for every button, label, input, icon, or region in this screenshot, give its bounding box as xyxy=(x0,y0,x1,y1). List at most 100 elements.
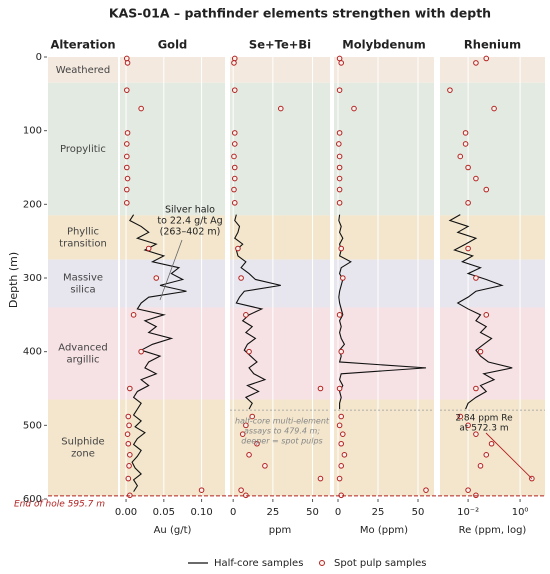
spot-pulp-point xyxy=(465,200,471,206)
zone-label: Weathered xyxy=(56,65,110,76)
spot-pulp-point xyxy=(239,431,246,437)
spot-pulp-point xyxy=(231,200,238,206)
spot-pulp-point xyxy=(338,463,345,469)
zone-band xyxy=(334,57,434,83)
spot-pulp-point xyxy=(336,87,343,93)
spot-pulp-point xyxy=(336,475,343,482)
spot-pulp-point xyxy=(125,475,132,482)
spot-pulp-point xyxy=(249,413,256,420)
zone-label: Sulphide xyxy=(61,437,104,448)
y-tick-label: 300 xyxy=(23,273,42,284)
x-tick-label: 0.00 xyxy=(115,507,137,518)
spot-pulp-point xyxy=(138,348,144,355)
spot-pulp-point xyxy=(254,440,260,447)
spot-pulp-point xyxy=(457,153,464,160)
x-tick-label: 0.10 xyxy=(190,507,212,518)
half-core-line xyxy=(448,214,513,410)
spot-pulp-point xyxy=(473,175,479,182)
zone-band xyxy=(230,215,330,260)
zone-band xyxy=(120,215,225,260)
spot-pulp-point xyxy=(277,105,284,112)
spot-pulp-point xyxy=(231,175,238,182)
spot-pulp-point xyxy=(336,385,343,392)
zone-band xyxy=(440,307,545,400)
spot-pulp-point xyxy=(483,186,490,193)
zone-label: Phyllic xyxy=(67,226,99,237)
spot-pulp-point xyxy=(473,60,479,66)
spot-pulp-point xyxy=(462,141,469,147)
spot-pulp-point xyxy=(336,422,343,429)
legend-label: Half-core samples xyxy=(214,558,303,569)
x-tick-label: 25 xyxy=(266,507,279,518)
spot-pulp-point xyxy=(127,452,133,458)
spot-pulp-point xyxy=(423,487,429,493)
spot-pulp-point xyxy=(238,275,244,281)
spot-pulp-point xyxy=(317,385,324,392)
spot-pulp-point xyxy=(125,413,132,420)
spot-pulp-point xyxy=(457,413,464,420)
spot-pulp-point xyxy=(465,487,471,493)
y-axis-label: Depth (m) xyxy=(7,252,20,308)
annotation-pointer xyxy=(159,239,183,301)
zone-label: Propylitic xyxy=(60,144,106,155)
zone-band xyxy=(230,57,330,83)
spot-pulp-point xyxy=(338,440,345,447)
spot-pulp-point xyxy=(123,55,130,62)
spot-pulp-point xyxy=(338,245,345,252)
spot-pulp-point xyxy=(130,312,137,318)
y-tick-label: 400 xyxy=(23,347,42,358)
panel-title: Se+Te+Bi xyxy=(249,38,311,52)
panel-title: Rhenium xyxy=(464,38,521,52)
spot-pulp-point xyxy=(336,200,343,206)
y-tick-label: 200 xyxy=(23,199,42,210)
spot-pulp-point xyxy=(477,348,484,355)
x-tick-label: 25 xyxy=(372,507,385,518)
half-core-line xyxy=(129,214,187,492)
zone-band xyxy=(120,399,225,496)
y-tick-label: 600 xyxy=(23,494,42,505)
zone-band xyxy=(230,82,330,216)
spot-pulp-point xyxy=(336,175,343,182)
y-tick-label: 0 xyxy=(36,52,42,63)
zone-label: transition xyxy=(59,238,107,249)
zone-label: Massive xyxy=(63,273,103,284)
spot-pulp-point xyxy=(317,475,324,482)
spot-pulp-point xyxy=(235,245,241,252)
spot-pulp-point xyxy=(336,186,343,193)
annotation: half-core multi-element xyxy=(235,417,330,426)
zone-band xyxy=(440,57,545,83)
spot-pulp-point xyxy=(473,275,479,281)
spot-pulp-point xyxy=(125,440,132,447)
spot-pulp-point xyxy=(262,463,268,469)
zone-band xyxy=(120,57,225,83)
spot-pulp-point xyxy=(231,60,237,66)
spot-pulp-point xyxy=(231,164,238,171)
spot-pulp-point xyxy=(465,164,471,171)
zone-label: silica xyxy=(70,285,95,296)
end-of-hole-label: End of hole 595.7 m xyxy=(14,499,105,509)
zone-band xyxy=(120,259,225,308)
spot-pulp-point xyxy=(123,153,130,160)
spot-pulp-point xyxy=(238,487,244,493)
x-tick-label: 50 xyxy=(306,507,319,518)
spot-pulp-point xyxy=(447,87,453,93)
spot-pulp-point xyxy=(123,200,130,206)
x-tick-label: 10⁻² xyxy=(457,507,479,518)
spot-pulp-point xyxy=(124,175,131,182)
legend-label: Spot pulp samples xyxy=(334,558,426,569)
x-tick-label: 0 xyxy=(335,507,341,518)
spot-pulp-point xyxy=(341,452,348,458)
zone-label: Advanced xyxy=(58,343,107,354)
panel-title: Molybdenum xyxy=(342,38,425,52)
annotation: (263–402 m) xyxy=(160,227,221,238)
spot-pulp-point xyxy=(126,422,132,429)
spot-pulp-point xyxy=(246,348,252,355)
y-tick-label: 100 xyxy=(23,126,42,137)
chart-title: KAS-01A – pathfinder elements strengthen… xyxy=(109,6,491,21)
zone-band xyxy=(48,259,118,308)
zone-band xyxy=(48,57,118,83)
spot-pulp-point xyxy=(231,87,238,93)
spot-pulp-point xyxy=(231,153,237,160)
spot-pulp-point xyxy=(243,422,249,429)
